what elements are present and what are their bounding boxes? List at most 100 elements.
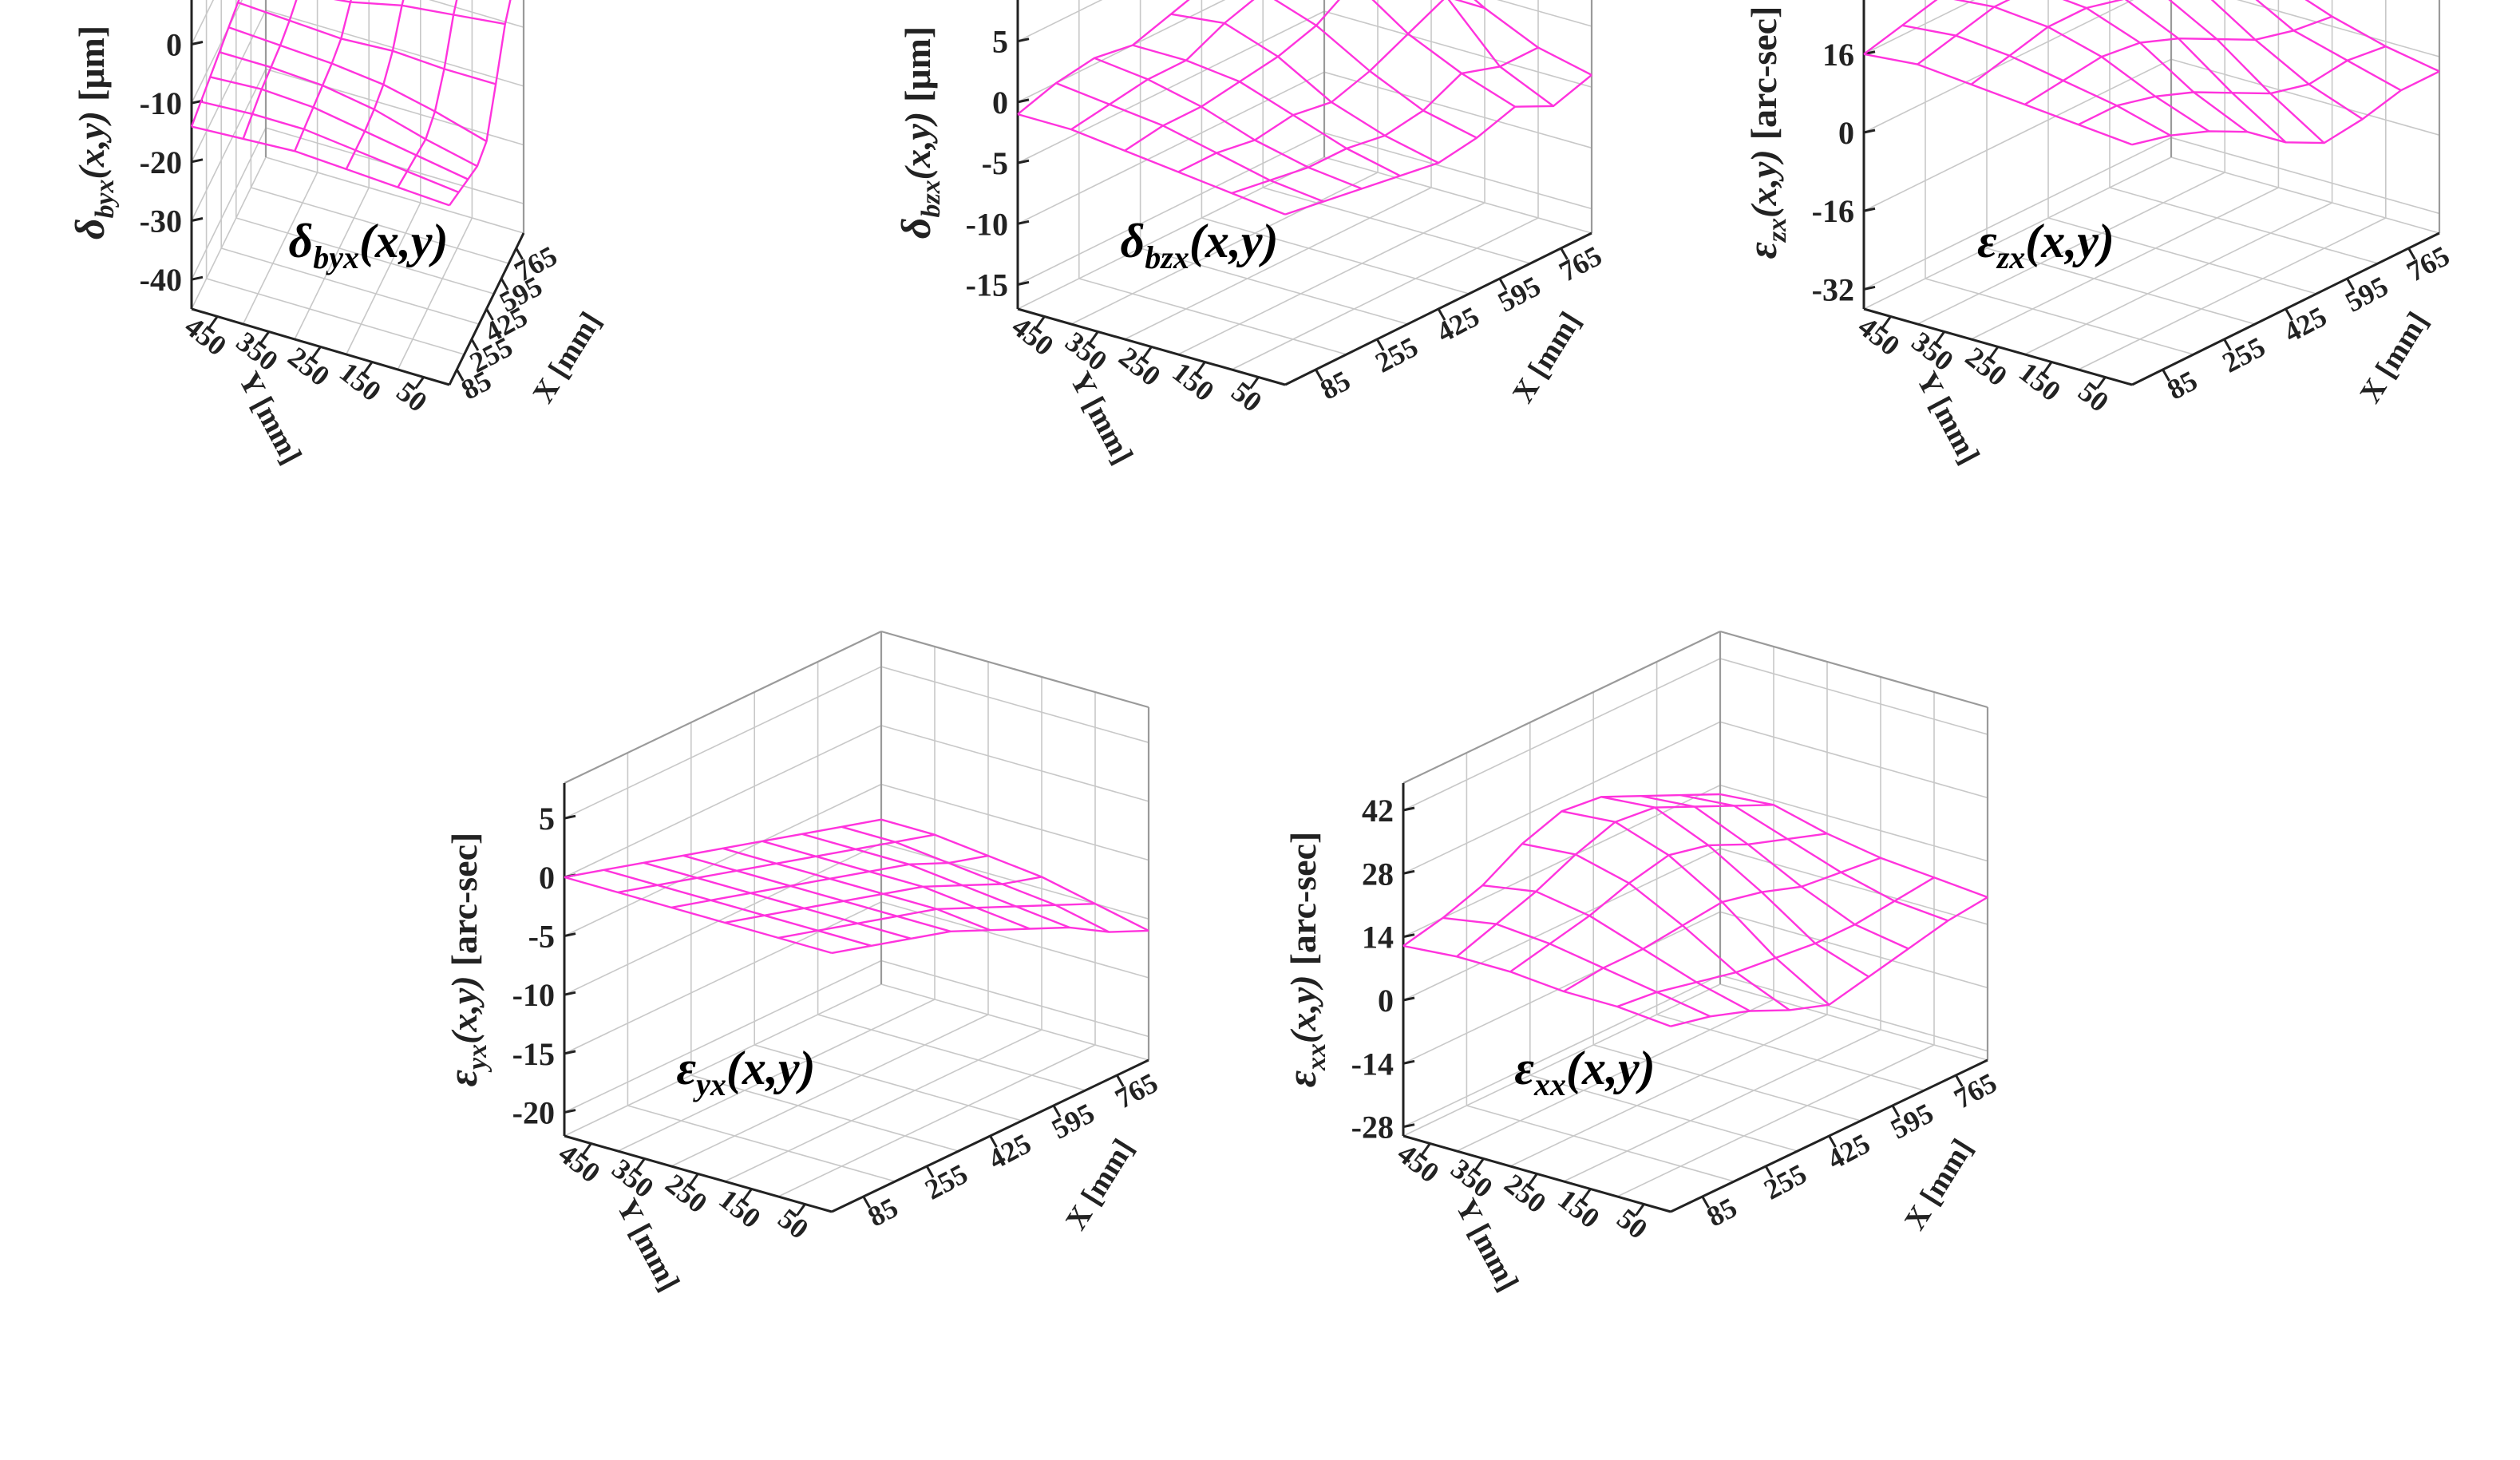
floor-grid-line (1124, 187, 1432, 340)
floor-grid-line (2047, 217, 2317, 295)
side-wall-grid-line (880, 725, 1149, 802)
y-tick (1035, 315, 1046, 329)
x-axis-label: X [mm] (526, 306, 607, 409)
back-wall-grid-line (1402, 848, 1721, 1001)
panel-title: εxx(x,y) (1514, 1042, 1655, 1102)
x-tick (2285, 308, 2293, 321)
mesh-column-line (2062, 0, 2249, 133)
y-tick (1988, 346, 2000, 359)
mesh-column-line (1132, 44, 1401, 177)
z-tick-label: 0 (539, 860, 555, 896)
y-tick (1635, 1203, 1645, 1217)
side-wall-grid-line (1719, 974, 1988, 1052)
z-tick-label: 28 (1362, 856, 1394, 892)
mesh-column-line (1482, 884, 1751, 1012)
floor-grid-line (2170, 156, 2440, 234)
back-wall-grid-line (1402, 911, 1721, 1065)
mesh-column-line (1521, 842, 1790, 1011)
mesh-row-line (1670, 896, 1988, 1027)
back-wall-grid-line (1017, 0, 1103, 42)
x-tick (925, 1165, 935, 1178)
floor-grid-line (1529, 1074, 1798, 1152)
floor-grid-line (1231, 217, 1539, 370)
z-label-subscript: xx (1302, 1043, 1331, 1071)
y-axis-label: Y[mm] (232, 366, 308, 469)
back-wall-grid-line (1017, 71, 1325, 225)
x-tick (2407, 247, 2416, 260)
floor-grid-line (1201, 217, 1470, 295)
back-wall-grid-line (1017, 132, 1325, 286)
mesh-column-line (1447, 0, 1554, 107)
mesh-column-line (564, 876, 833, 955)
y-axis-label: Y[mm] (1910, 366, 1986, 469)
mesh-column-line (191, 125, 450, 207)
y-axis-unit: [mm] (623, 1218, 686, 1296)
back-wall-grid-line (1402, 721, 1721, 875)
panel-title: δbzx(x,y) (1121, 215, 1279, 275)
mesh-row-line (1863, 0, 1938, 55)
z-tick-label: 10 (150, 0, 182, 4)
mesh-column-line (2255, 0, 2402, 92)
floor-grid-line (242, 172, 318, 325)
mesh-row-line (1456, 804, 1774, 958)
mesh-row-line (1970, 0, 2124, 85)
side-wall-grid-line (265, 10, 524, 87)
z-tick-label: 5 (539, 801, 555, 837)
back-wall-grid-line (564, 666, 882, 819)
mesh-column-line (1442, 916, 1711, 1018)
z-label-args: (x,y) (897, 112, 938, 180)
z-tick-label: -5 (528, 919, 555, 955)
z-tick (191, 41, 204, 46)
floor-grid-line (1563, 1029, 1881, 1182)
z-tick (564, 932, 576, 938)
title-args: (x,y) (1189, 215, 1279, 267)
z-label-subscript: zx (1762, 218, 1792, 243)
floor-grid-line (564, 983, 882, 1137)
y-tick (1474, 1157, 1485, 1171)
z-axis-label: δbzx(x,y) [μm] (894, 26, 946, 239)
side-wall-grid-line (1497, 0, 1592, 27)
x-tick (455, 369, 465, 382)
back-wall-grid-line (564, 783, 882, 937)
x-tick (1701, 1196, 1711, 1209)
side-wall-grid-line (1719, 911, 1988, 989)
z-label-unit: [μm] (897, 26, 938, 102)
mesh-column-line (801, 833, 1070, 929)
y-tick-label: 50 (1611, 1202, 1653, 1245)
mesh-column-line (2168, 0, 2325, 144)
z-tick (564, 814, 576, 820)
mesh-column-line (228, 26, 488, 143)
mesh-column-line (682, 854, 951, 932)
title-symbol: ε (1977, 215, 1997, 267)
z-label-unit: [arc-sec] (1283, 832, 1323, 966)
z-label-symbol: δ (68, 219, 113, 240)
y-tick (635, 1157, 646, 1171)
z-tick-label: 0 (992, 85, 1008, 121)
z-tick (191, 217, 204, 222)
back-wall-grid-line (1863, 0, 2134, 133)
floor-grid-line (1616, 1044, 1935, 1197)
floor-grid-line (724, 1029, 1042, 1182)
y-tick (259, 330, 271, 344)
mesh-column-line (237, 1, 496, 85)
mesh-column-line (1600, 796, 1869, 978)
z-tick (1402, 933, 1415, 939)
box-edges (1016, 0, 1593, 309)
back-wall-grid-line (191, 10, 267, 163)
side-wall-grid-line (880, 783, 1149, 861)
panel-title: εyx(x,y) (677, 1042, 816, 1102)
y-tick (2042, 361, 2053, 374)
y-tick (1421, 1142, 1431, 1156)
x-tick (1560, 247, 1569, 260)
title-subscript: xx (1533, 1066, 1566, 1102)
side-wall-grid-line (428, 0, 524, 28)
x-axis-label: X [mm] (1506, 306, 1588, 409)
floor-grid-line (1070, 172, 1379, 325)
z-label-symbol: ε (1280, 1070, 1325, 1087)
x-tick-label: 85 (2162, 364, 2203, 406)
z-axis-label: εyx(x,y) [arc-sec] (441, 833, 493, 1087)
z-tick (1017, 159, 1030, 164)
floor-grid-line (1719, 983, 1988, 1061)
y-tick (1881, 315, 1892, 329)
